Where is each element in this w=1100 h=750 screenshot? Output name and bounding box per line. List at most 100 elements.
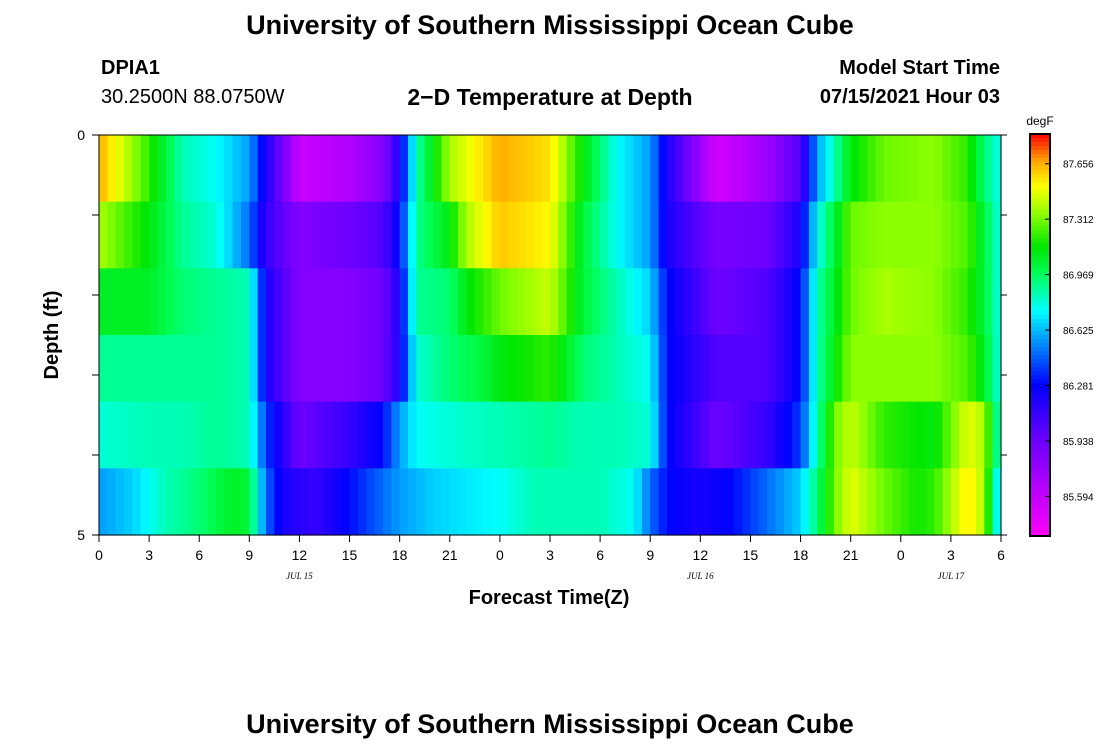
heatmap-cell	[541, 135, 551, 203]
heatmap-cell	[558, 468, 568, 536]
heatmap-cell	[691, 335, 701, 403]
heatmap-cell	[491, 335, 501, 403]
heatmap-cell	[541, 201, 551, 269]
heatmap-cell	[850, 135, 860, 203]
colorbar-segment	[1030, 310, 1050, 316]
heatmap-cell	[474, 135, 484, 203]
heatmap-cell	[416, 335, 426, 403]
heatmap-cell	[750, 201, 760, 269]
heatmap-cell	[867, 201, 877, 269]
colorbar-segment	[1030, 415, 1050, 421]
heatmap-cell	[408, 135, 417, 203]
heatmap-cell	[291, 268, 301, 336]
heatmap-cell	[483, 335, 493, 403]
heatmap-cell	[984, 335, 994, 403]
heatmap-cell	[524, 468, 534, 536]
colorbar-segment	[1030, 202, 1050, 207]
heatmap-cell	[934, 201, 944, 269]
heatmap-cell	[190, 135, 200, 203]
colorbar-label: 86.969	[1063, 271, 1094, 282]
heatmap-cell	[900, 468, 910, 536]
heatmap-cell	[641, 201, 651, 269]
heatmap-cell	[374, 401, 384, 469]
heatmap-cell	[992, 135, 1002, 203]
heatmap-cell	[349, 201, 359, 269]
heatmap-cell	[357, 268, 367, 336]
heatmap-cell	[458, 201, 468, 269]
heatmap-cell	[767, 135, 777, 203]
heatmap-cell	[449, 135, 459, 203]
heatmap-cell	[207, 335, 217, 403]
colorbar-segment	[1030, 190, 1050, 195]
heatmap-cell	[925, 335, 935, 403]
colorbar-segment	[1030, 330, 1050, 336]
heatmap-cell	[666, 268, 676, 336]
heatmap-cell	[341, 201, 351, 269]
heatmap-cell	[917, 201, 927, 269]
heatmap-cell	[967, 268, 977, 336]
heatmap-cell	[516, 201, 526, 269]
heatmap-cell	[132, 135, 142, 203]
heatmap-cell	[307, 468, 317, 536]
heatmap-cell	[942, 468, 952, 536]
heatmap-cell	[199, 401, 209, 469]
plot-subtitle: 2−D Temperature at Depth	[407, 84, 693, 110]
heatmap-cell	[458, 401, 468, 469]
heatmap-cell	[600, 268, 610, 336]
colorbar-segment	[1030, 322, 1050, 328]
colorbar-segment	[1030, 258, 1050, 264]
heatmap-cell	[917, 268, 927, 336]
heatmap-cell	[332, 268, 342, 336]
heatmap-cell	[257, 135, 267, 203]
heatmap-cell	[550, 468, 559, 536]
colorbar-segment	[1030, 487, 1050, 493]
heatmap-cell	[508, 268, 518, 336]
heatmap-cell	[700, 401, 710, 469]
heatmap-cell	[658, 268, 668, 336]
heatmap-cell	[240, 401, 250, 469]
heatmap-cell	[758, 335, 768, 403]
heatmap-cell	[792, 135, 802, 203]
heatmap-cell	[725, 401, 735, 469]
heatmap-cell	[925, 401, 935, 469]
colorbar-segment	[1030, 391, 1050, 396]
heatmap-cell	[124, 335, 134, 403]
heatmap-cell	[491, 268, 501, 336]
heatmap-cell	[433, 135, 443, 203]
heatmap-cell	[332, 468, 342, 536]
heatmap-cell	[984, 135, 994, 203]
heatmap-cell	[508, 135, 518, 203]
heatmap-cell	[541, 268, 551, 336]
heatmap-cell	[641, 401, 651, 469]
heatmap-cell	[132, 468, 142, 536]
heatmap-cell	[783, 401, 793, 469]
heatmap-cell	[892, 401, 902, 469]
colorbar-segment	[1030, 170, 1050, 175]
y-axis-title: Depth (ft)	[41, 291, 63, 380]
heatmap-cell	[291, 468, 301, 536]
heatmap-cell	[165, 335, 175, 403]
heatmap-cell	[717, 135, 726, 203]
heatmap-cell	[282, 335, 292, 403]
heatmap-cell	[934, 268, 944, 336]
heatmap-cell	[474, 401, 484, 469]
heatmap-cell	[850, 335, 860, 403]
heatmap-cell	[107, 135, 117, 203]
colorbar-segment	[1030, 150, 1050, 155]
heatmap-cell	[767, 201, 777, 269]
heatmap-cell	[115, 135, 125, 203]
colorbar-segment	[1030, 363, 1050, 368]
colorbar-segment	[1030, 399, 1050, 404]
heatmap-cell	[575, 268, 585, 336]
heatmap-cell	[625, 401, 635, 469]
heatmap-cell	[842, 135, 852, 203]
heatmap-cell	[99, 268, 108, 336]
colorbar-segment	[1030, 294, 1050, 300]
heatmap-cell	[291, 401, 301, 469]
heatmap-cell	[992, 268, 1002, 336]
colorbar-label: 86.625	[1063, 326, 1094, 337]
heatmap-cell	[99, 401, 108, 469]
heatmap-cell	[700, 468, 710, 536]
heatmap-cell	[616, 201, 626, 269]
heatmap-cell	[307, 335, 317, 403]
